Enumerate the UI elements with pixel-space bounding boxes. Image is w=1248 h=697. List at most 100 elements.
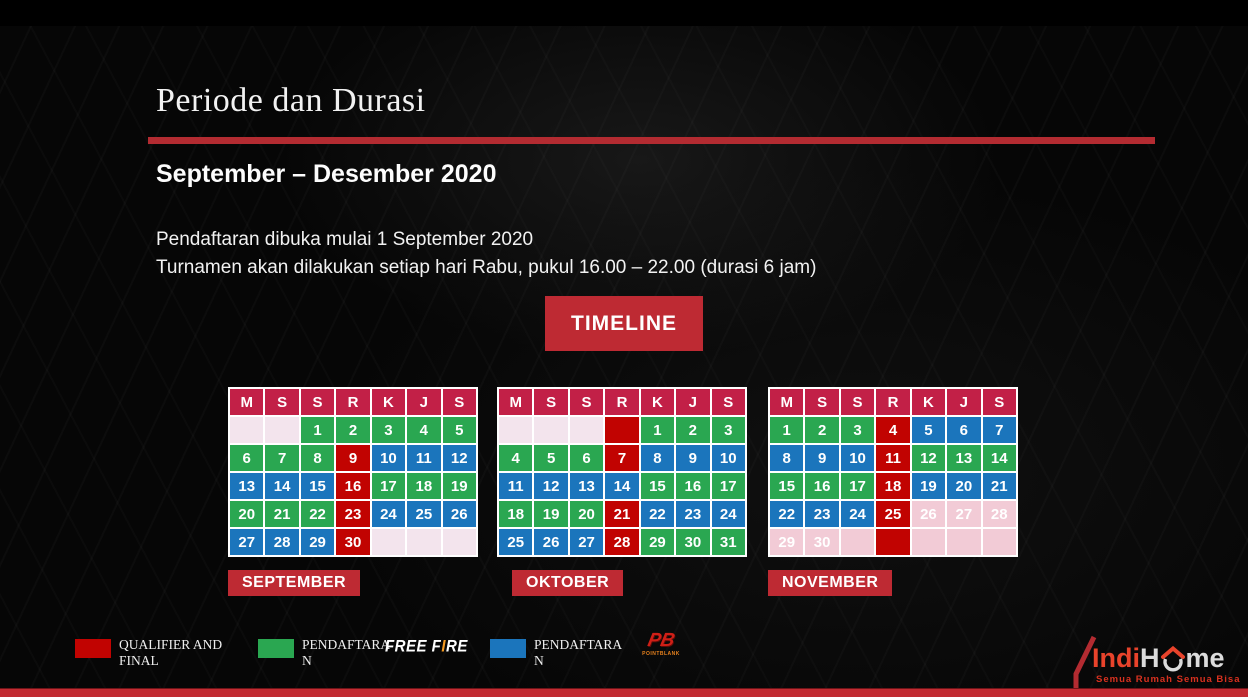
calendar-cell: 24 [371,501,406,527]
calendar-cell: 26 [442,501,476,527]
calendar-cell: 29 [770,529,804,555]
calendar-cell: 26 [534,529,568,555]
calendar-cell [534,417,568,443]
calendar: M S S R K J S 1 2 3 4 5 6 7 8 9 10 11 12 13 14 15 16 17 18 19 20 21… [228,387,478,557]
page-title: Periode dan Durasi [156,82,426,119]
indihome-logo-h: H [1140,643,1160,673]
freefire-flame-i: I [441,637,447,656]
calendar-cell: 15 [300,473,335,499]
pointblank-symbol: PB [645,630,677,651]
timeline-badge: TIMELINE [545,296,703,351]
calendar-cell: 1 [300,417,335,443]
calendar-cell: 19 [911,473,946,499]
calendar-cell: 2 [676,417,710,443]
calendar-cell: 15 [640,473,675,499]
calendar-cell: 5 [911,417,946,443]
calendar-cell: 28 [982,501,1016,527]
calendar-cell: 12 [442,445,476,471]
calendar-cell: 6 [947,417,981,443]
day-header-cell: M [230,389,264,415]
calendar-cell: 27 [569,529,604,555]
legend-label: QUALIFIER AND FINAL [119,637,223,668]
calendar: M S S R K J S 1 2 3 4 5 6 7 8 9 10 11 12 13 14 15 16 17 18 19 20 21… [497,387,747,557]
calendar-cell [499,417,533,443]
calendar-cell: 30 [676,529,710,555]
calendar-cell: 22 [640,501,675,527]
calendar-cell [840,529,875,555]
title-divider [148,137,1155,144]
legend-item-pendaftaran-freefire: PENDAFTARAN [258,637,394,669]
calendar-cell [371,529,406,555]
day-header-cell: M [770,389,804,415]
calendar-cell [876,529,910,555]
day-header-cell: S [300,389,335,415]
description-line-1: Pendaftaran dibuka mulai 1 September 202… [156,229,534,250]
calendar-cell: 18 [407,473,441,499]
calendar-cell: 23 [336,501,370,527]
calendar-cell: 19 [534,501,568,527]
calendar-cell: 14 [605,473,639,499]
calendar-cell: 11 [499,473,533,499]
legend-label: PENDAFTARAN [534,637,623,668]
calendar-cell: 12 [534,473,568,499]
calendar-cell: 19 [442,473,476,499]
calendar-cell [911,529,946,555]
calendar-cell: 16 [676,473,710,499]
calendar-cell: 4 [499,445,533,471]
calendar-cell: 31 [711,529,745,555]
day-header-cell: S [442,389,476,415]
calendar-cell [442,529,476,555]
month-label-november: NOVEMBER [768,570,893,596]
calendar-cell: 29 [640,529,675,555]
calendar-cell [569,417,604,443]
calendar: M S S R K J S 1 2 3 4 5 6 7 8 9 10 11 12 13 14 15 16 17 18 19 20 21… [768,387,1018,557]
calendar-cell: 21 [605,501,639,527]
calendar-cell: 12 [911,445,946,471]
day-header-cell: S [569,389,604,415]
day-header-cell: S [711,389,745,415]
calendar-cell: 3 [711,417,745,443]
day-header-cell: K [911,389,946,415]
calendar-cell: 1 [770,417,804,443]
legend-swatch-red [75,639,111,658]
calendar-cell: 21 [982,473,1016,499]
day-header-cell: R [605,389,639,415]
month-label-september: SEPTEMBER [228,570,361,596]
calendar-cell: 11 [407,445,441,471]
calendar-cell: 14 [265,473,299,499]
calendar-cell: 4 [876,417,910,443]
calendar-cell: 18 [876,473,910,499]
calendar-cell [605,417,639,443]
calendar-cell: 22 [300,501,335,527]
calendar-cell: 23 [676,501,710,527]
pointblank-logo: PB POINTBLANK [638,630,684,657]
calendar-cell: 13 [947,445,981,471]
calendar-cell: 11 [876,445,910,471]
calendar-cell: 9 [805,445,839,471]
calendar-cell: 20 [230,501,264,527]
calendar-cell: 30 [336,529,370,555]
day-header-cell: J [947,389,981,415]
day-header-cell: K [371,389,406,415]
day-header-cell: J [407,389,441,415]
calendar-cell: 1 [640,417,675,443]
day-header-cell: R [336,389,370,415]
day-header-cell: S [840,389,875,415]
calendar-cell: 2 [805,417,839,443]
calendar-cell: 25 [876,501,910,527]
calendar-cell: 13 [230,473,264,499]
calendar-cell: 25 [499,529,533,555]
legend-swatch-green [258,639,294,658]
calendar-cell: 24 [840,501,875,527]
day-header-cell: R [876,389,910,415]
calendar-cell: 15 [770,473,804,499]
calendar-cell: 9 [336,445,370,471]
day-header-cell: J [676,389,710,415]
bottom-accent-bar [0,688,1248,697]
calendar-cell: 16 [805,473,839,499]
description-text: Pendaftaran dibuka mulai 1 September 202… [156,226,816,282]
calendar-cell: 20 [947,473,981,499]
calendar-cell: 10 [371,445,406,471]
description-line-2: Turnamen akan dilakukan setiap hari Rabu… [156,257,817,278]
